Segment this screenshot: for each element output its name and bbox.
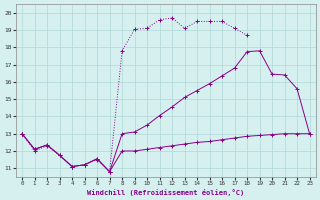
X-axis label: Windchill (Refroidissement éolien,°C): Windchill (Refroidissement éolien,°C) <box>87 189 244 196</box>
